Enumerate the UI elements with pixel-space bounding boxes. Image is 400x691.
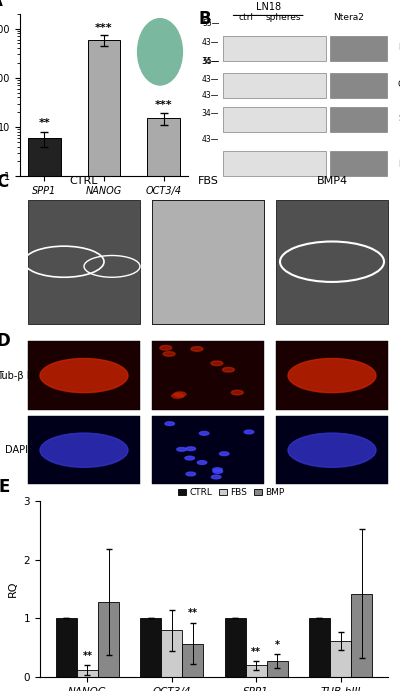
Y-axis label: RQ: RQ	[8, 581, 18, 597]
Circle shape	[231, 390, 243, 395]
FancyBboxPatch shape	[152, 341, 264, 410]
Text: DAPI: DAPI	[4, 445, 28, 455]
FancyBboxPatch shape	[223, 151, 326, 176]
Text: D: D	[0, 332, 10, 350]
Text: BMP4: BMP4	[316, 176, 348, 186]
Text: LN18: LN18	[256, 2, 281, 12]
FancyBboxPatch shape	[152, 200, 264, 324]
FancyBboxPatch shape	[276, 416, 388, 484]
Circle shape	[40, 359, 128, 392]
Bar	[182, 644, 204, 677]
Text: FBS: FBS	[198, 176, 218, 186]
FancyBboxPatch shape	[276, 200, 388, 324]
Circle shape	[220, 452, 229, 455]
Text: C: C	[0, 173, 8, 191]
Bar	[330, 641, 351, 677]
Circle shape	[199, 431, 209, 435]
Bar	[28, 138, 60, 691]
Circle shape	[186, 472, 196, 476]
Circle shape	[288, 433, 376, 467]
Circle shape	[186, 447, 196, 451]
Circle shape	[177, 448, 186, 451]
Circle shape	[213, 468, 222, 471]
Text: ctrl: ctrl	[238, 13, 253, 22]
Text: **: **	[251, 647, 261, 656]
Text: ***: ***	[95, 23, 113, 32]
Bar	[140, 618, 161, 677]
Text: 55—: 55—	[202, 57, 219, 66]
FancyBboxPatch shape	[223, 107, 326, 132]
Circle shape	[244, 430, 254, 434]
FancyBboxPatch shape	[152, 200, 264, 324]
Text: 43—: 43—	[202, 75, 219, 84]
FancyBboxPatch shape	[330, 107, 386, 132]
Circle shape	[191, 347, 203, 351]
Text: OCT4A: OCT4A	[398, 80, 400, 89]
Circle shape	[40, 433, 128, 467]
Legend: CTRL, FBS, BMP: CTRL, FBS, BMP	[175, 484, 288, 500]
Text: Tub-β III: Tub-β III	[0, 370, 35, 381]
Text: β-ACTIN: β-ACTIN	[398, 158, 400, 167]
Bar	[309, 618, 330, 677]
Bar	[56, 618, 77, 677]
Circle shape	[185, 456, 194, 460]
Bar	[88, 39, 120, 691]
FancyBboxPatch shape	[28, 341, 140, 410]
Circle shape	[211, 361, 223, 366]
Circle shape	[165, 422, 174, 426]
Circle shape	[211, 475, 221, 479]
FancyBboxPatch shape	[276, 341, 388, 410]
Text: NANOG: NANOG	[398, 43, 400, 52]
Bar	[267, 661, 288, 677]
Text: Ntera2: Ntera2	[334, 13, 364, 22]
Circle shape	[160, 346, 172, 350]
FancyBboxPatch shape	[330, 151, 386, 176]
Text: SOX2: SOX2	[398, 114, 400, 123]
Text: 43—: 43—	[202, 135, 219, 144]
Text: *: *	[275, 640, 280, 650]
FancyBboxPatch shape	[152, 416, 264, 484]
Text: 43—: 43—	[202, 91, 219, 100]
FancyBboxPatch shape	[330, 36, 386, 61]
Text: A: A	[0, 0, 3, 10]
Bar	[148, 118, 180, 691]
Circle shape	[138, 19, 182, 85]
Text: 43—: 43—	[202, 38, 219, 47]
FancyBboxPatch shape	[330, 73, 386, 98]
FancyBboxPatch shape	[28, 200, 140, 324]
Text: **: **	[188, 609, 198, 618]
FancyBboxPatch shape	[223, 36, 326, 61]
Text: **: **	[38, 118, 50, 128]
Circle shape	[172, 394, 184, 398]
Text: **: **	[82, 651, 92, 661]
Text: 34—: 34—	[202, 109, 219, 118]
Circle shape	[222, 368, 234, 372]
Text: B: B	[198, 10, 211, 28]
Bar	[351, 594, 372, 677]
Bar	[77, 670, 98, 677]
Bar	[98, 602, 119, 677]
Bar	[246, 665, 267, 677]
Circle shape	[174, 392, 186, 397]
Circle shape	[213, 470, 223, 473]
Text: ***: ***	[155, 100, 173, 110]
Bar	[224, 618, 246, 677]
Bar	[161, 630, 182, 677]
Text: spheres: spheres	[266, 13, 301, 22]
Circle shape	[288, 359, 376, 392]
Circle shape	[163, 352, 175, 357]
Text: 55—: 55—	[202, 19, 219, 28]
Circle shape	[197, 461, 207, 464]
Text: 34—: 34—	[202, 57, 219, 66]
Text: E: E	[0, 478, 10, 496]
FancyBboxPatch shape	[28, 416, 140, 484]
FancyBboxPatch shape	[223, 73, 326, 98]
Text: CTRL: CTRL	[70, 176, 98, 186]
